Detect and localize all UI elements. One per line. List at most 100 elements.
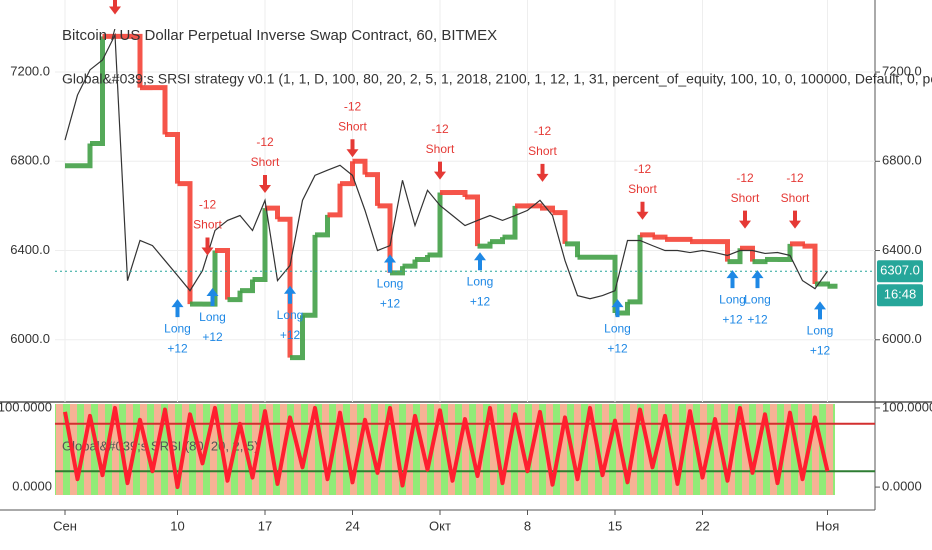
x-tick-label: 15 bbox=[608, 518, 622, 533]
long-arrow bbox=[206, 287, 219, 306]
long-arrow bbox=[751, 270, 764, 289]
stop-step bbox=[727, 248, 743, 265]
signal-qty: +12 bbox=[380, 297, 401, 311]
y-tick-label-left: 6000.0 bbox=[10, 331, 50, 346]
long-arrow bbox=[726, 270, 739, 289]
long-arrow bbox=[284, 285, 296, 304]
short-arrow bbox=[346, 139, 359, 158]
marks bbox=[64, 32, 838, 361]
signal-label: Long bbox=[604, 321, 631, 335]
stop-step bbox=[790, 241, 805, 247]
signal-qty: -12 bbox=[431, 122, 449, 136]
chart-subtitle: Global&#039;s SRSI strategy v0.1 (1, 1, … bbox=[62, 71, 932, 87]
stop-step bbox=[752, 259, 768, 265]
stop-step bbox=[290, 315, 305, 361]
signal-qty: -12 bbox=[534, 124, 552, 138]
stop-step bbox=[502, 205, 518, 240]
short-arrow bbox=[739, 210, 751, 229]
x-tick-label: 17 bbox=[258, 518, 272, 533]
stop-step bbox=[465, 194, 480, 247]
osc-tick-label-left: 100.0000 bbox=[0, 399, 52, 414]
stop-step bbox=[340, 161, 355, 187]
countdown-box bbox=[877, 284, 923, 307]
price-line bbox=[64, 32, 828, 300]
stop-step bbox=[427, 192, 443, 258]
signal-label: Long bbox=[277, 308, 304, 322]
signal-qty: +12 bbox=[202, 330, 223, 344]
signal-qty: +12 bbox=[747, 312, 768, 326]
signal-qty: -12 bbox=[736, 171, 754, 185]
signal-qty: -12 bbox=[199, 198, 217, 212]
stop-step bbox=[565, 241, 580, 258]
stop-step bbox=[777, 243, 793, 262]
stop-step bbox=[302, 234, 318, 318]
oscillator-title: Global&#039;s SRSI (80, 20, 2, 5) bbox=[62, 438, 259, 453]
stop-step bbox=[377, 203, 393, 273]
stop-step bbox=[352, 158, 368, 175]
y-tick-label-right: 6000.0 bbox=[882, 331, 922, 346]
signal-label: Short bbox=[781, 191, 810, 205]
osc-tick-label-right: 0.0000 bbox=[882, 479, 922, 494]
signal-qty: -12 bbox=[786, 171, 804, 185]
stop-step bbox=[277, 216, 293, 358]
signal-label: Short bbox=[426, 142, 455, 156]
y-tick-label-left: 7200.0 bbox=[10, 63, 50, 78]
x-tick-label: 10 bbox=[170, 518, 184, 533]
signal-qty: +12 bbox=[810, 344, 831, 358]
long-arrow bbox=[611, 299, 624, 318]
signal-qty: +12 bbox=[167, 341, 188, 355]
signal-qty: +12 bbox=[722, 312, 743, 326]
short-arrow bbox=[636, 201, 649, 220]
signal-label: Short bbox=[628, 182, 657, 196]
signal-label: Long bbox=[807, 324, 834, 338]
short-arrow bbox=[109, 0, 121, 15]
stop-step bbox=[315, 214, 330, 238]
signal-label: Short bbox=[193, 218, 222, 232]
last-price-box bbox=[877, 260, 923, 283]
signal-label: Long bbox=[719, 292, 746, 306]
y-tick-label-right: 6400.0 bbox=[882, 242, 922, 257]
signal-qty: +12 bbox=[280, 328, 301, 342]
signal-label: Long bbox=[199, 310, 226, 324]
signal-qty: -12 bbox=[634, 162, 652, 176]
stop-step bbox=[365, 172, 380, 206]
stop-step bbox=[240, 279, 255, 294]
signal-qty: -12 bbox=[344, 99, 362, 113]
stop-step bbox=[77, 143, 93, 169]
stop-step bbox=[327, 183, 343, 218]
osc-tick-label-right: 100.0000 bbox=[882, 399, 932, 414]
osc-tick-label-left: 0.0000 bbox=[12, 479, 52, 494]
short-arrow bbox=[536, 163, 549, 182]
stop-step bbox=[177, 181, 193, 305]
signal-label: Short bbox=[528, 144, 557, 158]
short-arrow bbox=[789, 210, 801, 229]
short-arrow bbox=[259, 174, 271, 193]
last-price-label: 6307.0 bbox=[880, 263, 920, 278]
chart-title: Bitcoin / US Dollar Perpetual Inverse Sw… bbox=[62, 27, 497, 44]
stop-step bbox=[527, 203, 543, 209]
stop-step bbox=[265, 205, 280, 220]
stop-step bbox=[627, 234, 643, 305]
stop-step bbox=[127, 33, 143, 88]
signal-label: Long bbox=[744, 292, 771, 306]
signal-label: Short bbox=[251, 155, 280, 169]
signal-label: Long bbox=[467, 274, 494, 288]
short-arrow bbox=[201, 237, 214, 256]
stop-step bbox=[227, 290, 243, 303]
stop-step bbox=[165, 132, 180, 184]
y-tick-label-right: 6800.0 bbox=[882, 153, 922, 168]
y-tick-label-left: 6400.0 bbox=[10, 242, 50, 257]
long-arrow bbox=[171, 299, 184, 318]
signal-label: Long bbox=[377, 277, 404, 291]
stop-step bbox=[602, 254, 618, 313]
stop-step bbox=[202, 250, 218, 307]
x-tick-label: 8 bbox=[524, 518, 531, 533]
short-arrow bbox=[434, 161, 446, 180]
oscillator-line bbox=[63, 405, 830, 490]
stop-step bbox=[740, 245, 755, 262]
long-arrow bbox=[474, 252, 486, 271]
x-tick-label: Сен bbox=[53, 518, 77, 533]
signal-qty: +12 bbox=[607, 341, 628, 355]
x-tick-label: Окт bbox=[429, 518, 451, 533]
